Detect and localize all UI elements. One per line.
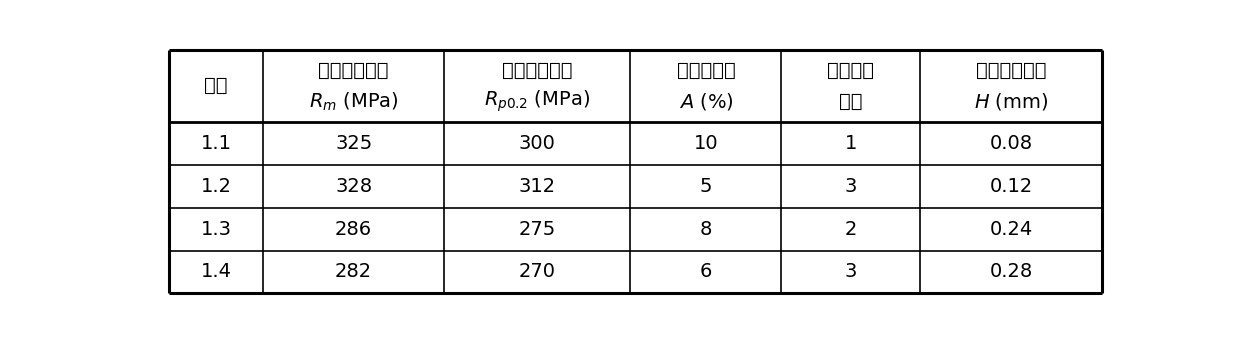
Text: 1.2: 1.2 [201,177,232,196]
Text: 6: 6 [699,262,712,282]
Text: 极限抗拉强度: 极限抗拉强度 [319,61,389,80]
Text: 等级: 等级 [839,92,863,111]
Text: 0.24: 0.24 [990,220,1033,239]
Text: 0.28: 0.28 [990,262,1033,282]
Text: 2: 2 [844,220,857,239]
Text: $H$ (mm): $H$ (mm) [973,91,1048,112]
Text: $A$ (%): $A$ (%) [678,91,733,112]
Text: 10: 10 [693,134,718,153]
Text: 断后伸长率: 断后伸长率 [677,61,735,80]
Text: 1.4: 1.4 [201,262,232,282]
Text: 328: 328 [335,177,372,196]
Text: 300: 300 [518,134,556,153]
Text: 3: 3 [844,177,857,196]
Text: 8: 8 [699,220,712,239]
Text: 275: 275 [518,220,556,239]
Text: 编号: 编号 [205,76,228,96]
Text: 3: 3 [844,262,857,282]
Text: 325: 325 [335,134,372,153]
Text: $R_m$ (MPa): $R_m$ (MPa) [309,90,398,113]
Text: $R_{p0.2}$ (MPa): $R_{p0.2}$ (MPa) [485,89,590,114]
Text: 0.12: 0.12 [990,177,1033,196]
Text: 0.08: 0.08 [990,134,1033,153]
Text: 312: 312 [518,177,556,196]
Text: 270: 270 [518,262,556,282]
Text: 286: 286 [335,220,372,239]
Text: 1.3: 1.3 [201,220,232,239]
Text: 条件屈服强度: 条件屈服强度 [502,61,573,80]
Text: 5: 5 [699,177,712,196]
Text: 1: 1 [844,134,857,153]
Text: 晶间腐蚀: 晶间腐蚀 [827,61,874,80]
Text: 282: 282 [335,262,372,282]
Text: 形面几何误差: 形面几何误差 [976,61,1047,80]
Text: 1.1: 1.1 [201,134,232,153]
